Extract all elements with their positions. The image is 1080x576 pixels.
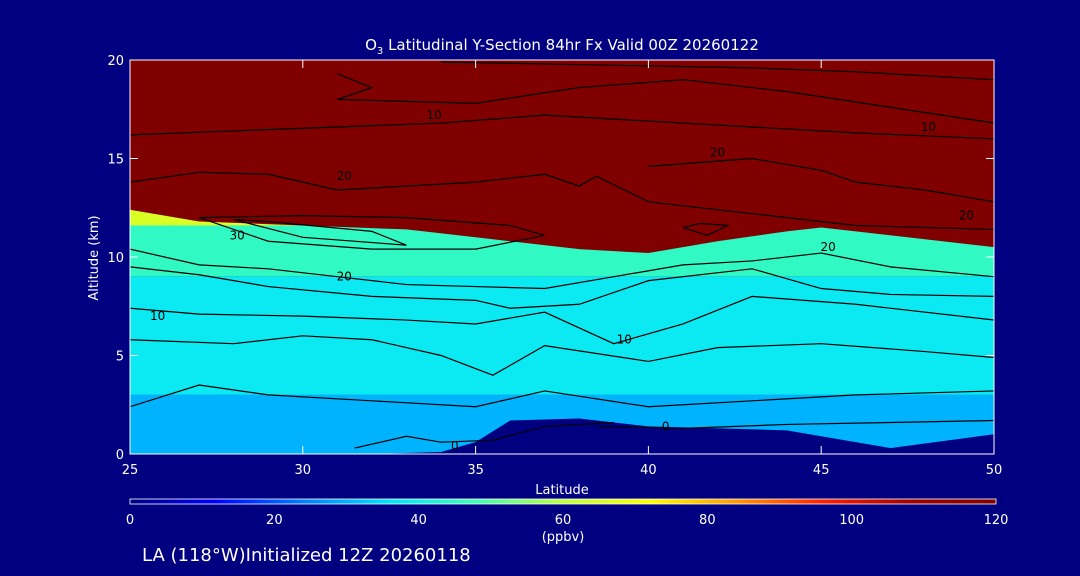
stratospheric-ozone-region xyxy=(130,60,994,254)
contour-label-2: 10 xyxy=(150,309,165,323)
contour-label-7: 20 xyxy=(710,146,725,160)
colorbar-unit-label: (ppbv) xyxy=(542,530,585,545)
contour-line-30-8 xyxy=(233,218,407,246)
axes: 25 30 35 40 45 50 0 5 10 15 20 xyxy=(107,54,1002,478)
x-axis-label: Latitude xyxy=(535,483,589,498)
y-tick-label-1: 5 xyxy=(116,350,124,365)
contour-line-2-2 xyxy=(130,384,994,408)
contour-label-8: 20 xyxy=(820,240,835,254)
contour-label-1: 0 xyxy=(662,419,670,433)
contour-line-0-0 xyxy=(354,421,614,449)
terrain-mask xyxy=(130,418,994,454)
chart-title: O3 Latitudinal Y-Section 84hr Fx Valid 0… xyxy=(365,36,759,57)
plot-area xyxy=(130,60,994,454)
x-tick-label-2: 35 xyxy=(467,463,484,478)
colorbar-tick-label-5: 100 xyxy=(839,513,864,528)
y-tick-label-2: 10 xyxy=(107,251,124,266)
y-tick-label-0: 0 xyxy=(116,448,124,463)
colorbar-tick-label-0: 0 xyxy=(126,513,134,528)
y-axis-label: Altitude (km) xyxy=(87,215,102,300)
contour-label-0: 0 xyxy=(451,439,459,453)
contour-line-15-14 xyxy=(682,222,731,236)
colorbar-tick-label-4: 80 xyxy=(699,513,716,528)
contour-line-5-3 xyxy=(130,335,994,376)
contour-line-0-1 xyxy=(596,419,994,429)
x-tick-label-5: 50 xyxy=(986,463,1003,478)
contour-line-10-13 xyxy=(441,61,994,81)
contour-label-11: 10 xyxy=(921,120,936,134)
contour-line-20-6 xyxy=(130,248,994,290)
contour-lines xyxy=(130,61,994,449)
x-tick-label-0: 25 xyxy=(122,463,139,478)
footer-location-text: LA (118°W)Initialized 12Z 20260118 xyxy=(142,545,471,566)
colorbar-tick-label-2: 40 xyxy=(410,513,427,528)
contour-label-4: 20 xyxy=(337,270,352,284)
contour-label-5: 30 xyxy=(229,228,244,242)
y-tick-label-3: 15 xyxy=(107,153,124,168)
colorbar-tick-label-1: 20 xyxy=(266,513,283,528)
contour-line-25-7 xyxy=(198,215,545,250)
contour-line-10-12 xyxy=(337,73,994,124)
x-tick-label-3: 40 xyxy=(640,463,657,478)
contour-line-20-10 xyxy=(648,157,994,203)
x-tick-label-4: 45 xyxy=(813,463,830,478)
colorbar-tick-label-3: 60 xyxy=(555,513,572,528)
contour-line-10-4 xyxy=(130,295,994,345)
x-tick-label-1: 30 xyxy=(295,463,312,478)
contour-line-20-9 xyxy=(130,171,994,231)
contour-line-10-11 xyxy=(130,114,994,140)
contour-label-3: 10 xyxy=(617,333,632,347)
colorbar-tick-label-6: 120 xyxy=(984,513,1009,528)
contour-line-15-5 xyxy=(130,266,994,309)
contour-label-9: 20 xyxy=(959,209,974,223)
contour-label-6: 20 xyxy=(337,169,352,183)
colorbar: 0 20 40 60 80 100 120 (ppbv) xyxy=(126,498,1009,545)
y-tick-label-4: 20 xyxy=(107,54,124,69)
contour-label-10: 10 xyxy=(426,108,441,122)
ozone-band-4 xyxy=(130,276,994,395)
contour-labels: 0 0 10 10 20 30 20 20 20 20 10 10 xyxy=(150,108,974,453)
colorbar-gradient xyxy=(129,498,997,505)
